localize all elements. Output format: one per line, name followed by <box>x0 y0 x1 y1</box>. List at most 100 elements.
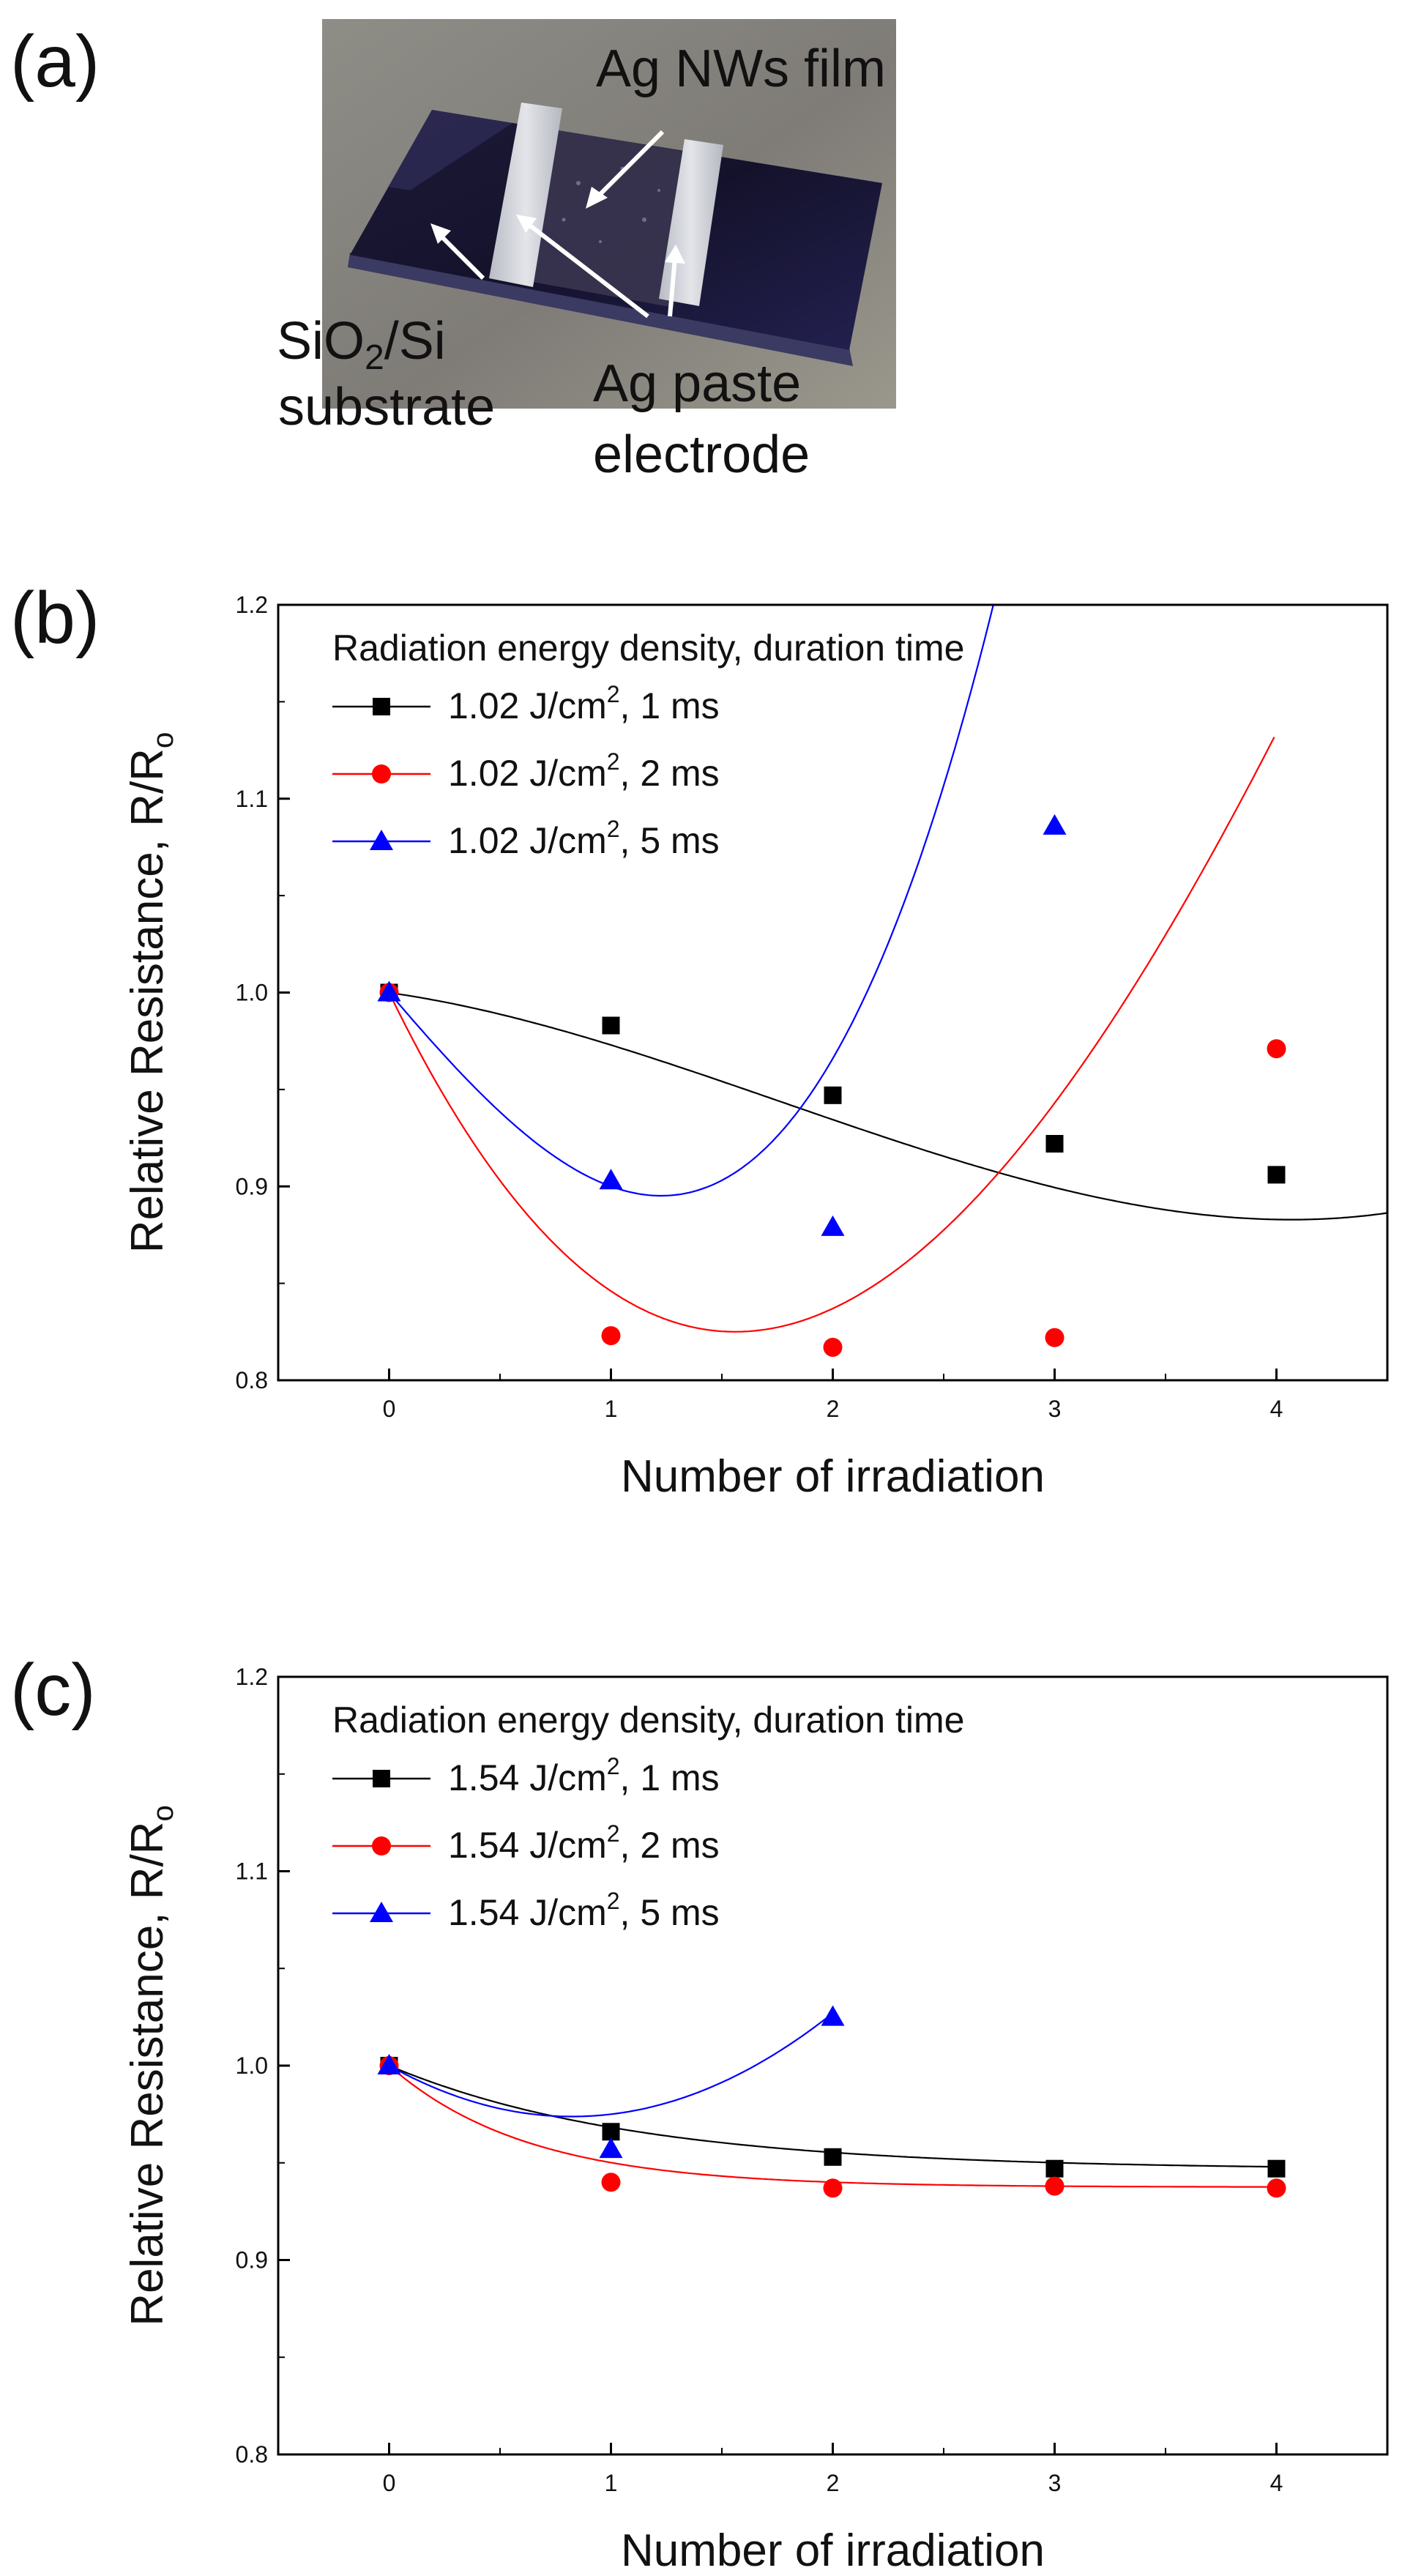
x-axis-label: Number of irradiation <box>621 1451 1045 1502</box>
label-electrode-line1: Ag paste <box>593 354 801 413</box>
data-point-3-2 <box>599 1169 623 1190</box>
data-point-1-4 <box>1045 2159 1064 2178</box>
data-point-2-5 <box>1267 2178 1286 2198</box>
x-tick-label: 4 <box>1270 2470 1283 2496</box>
legend-label-3: 1.02 J/cm2, 5 ms <box>448 816 720 861</box>
series-3-markers <box>377 814 1067 1236</box>
legend-label-post: , 5 ms <box>620 820 720 861</box>
legend-label-sup: 2 <box>607 1888 620 1914</box>
x-tick-label: 1 <box>605 1396 618 1422</box>
fit-curve-2 <box>388 737 1275 1333</box>
fit-curves <box>388 605 1387 1333</box>
data-point-1-4 <box>1045 1135 1064 1153</box>
series-1-markers <box>380 2057 1286 2178</box>
y-tick-label: 1.0 <box>236 2052 268 2079</box>
data-point-1-2 <box>602 1016 620 1035</box>
legend-marker-2 <box>372 764 391 783</box>
legend-label-2: 1.02 J/cm2, 2 ms <box>448 748 720 794</box>
y-tick-label: 0.8 <box>236 2441 268 2468</box>
plot-frame <box>277 603 1389 1382</box>
x-tick-label: 3 <box>1048 2470 1062 2496</box>
data-point-2-3 <box>823 2178 843 2198</box>
series-1-markers <box>380 983 1286 1184</box>
data-point-2-2 <box>601 2173 621 2192</box>
electrode-left <box>489 103 562 287</box>
x-tick-label: 3 <box>1048 1396 1062 1422</box>
x-tick-label: 2 <box>827 2470 840 2496</box>
data-point-2-4 <box>1045 1328 1064 1347</box>
data-point-1-3 <box>824 1086 842 1104</box>
label-film: Ag NWs film <box>596 40 886 98</box>
photo-arrows <box>430 130 685 319</box>
legend-title: Radiation energy density, duration time <box>332 628 964 669</box>
legend-label-sup: 2 <box>607 681 620 707</box>
legend-title: Radiation energy density, duration time <box>332 1700 964 1741</box>
chart-c: 0.8 0.9 1.0 1.1 1.2 0 1 2 3 4 Number of irradiatio… <box>122 1664 1389 2576</box>
fit-curve-3 <box>388 605 994 1197</box>
y-tick-label: 1.2 <box>236 592 268 618</box>
legend-label-post: , 1 ms <box>620 685 720 726</box>
fit-curve-3 <box>388 2013 832 2118</box>
fit-curve-1 <box>389 991 1387 1221</box>
panel-b-label: (b) <box>10 577 100 659</box>
data-point-3-3 <box>821 1215 845 1236</box>
x-tick-label: 0 <box>383 2470 396 2496</box>
plot-frame <box>277 1675 1389 2456</box>
data-point-1-5 <box>1267 2159 1286 2178</box>
y-axis-label-main: Relative Resistance, R/R <box>122 748 173 1253</box>
legend-label-sup: 2 <box>607 816 620 842</box>
label-substrate-sub: 2 <box>365 338 384 377</box>
device-photo <box>322 19 896 409</box>
legend-label-2: 1.54 J/cm2, 2 ms <box>448 1820 720 1866</box>
legend-label-pre: 1.54 J/cm <box>448 1892 607 1933</box>
legend: Radiation energy density, duration time 1… <box>332 1700 964 1933</box>
legend-label-post: , 5 ms <box>620 1892 720 1933</box>
data-point-3-4 <box>1043 814 1067 835</box>
label-electrode-line2: electrode <box>593 425 810 484</box>
y-tick-label: 0.9 <box>236 1173 268 1199</box>
fit-curve-2 <box>388 2065 1275 2188</box>
y-tick-label: 1.0 <box>236 980 268 1006</box>
legend-label-post: , 1 ms <box>620 1757 720 1798</box>
y-tick-label: 0.9 <box>236 2247 268 2274</box>
y-tick-label: 1.1 <box>236 786 268 812</box>
data-point-3-3 <box>821 2005 845 2026</box>
legend-label-pre: 1.54 J/cm <box>448 1825 607 1866</box>
legend-marker-2 <box>372 1836 391 1855</box>
substrate-edge <box>348 253 853 366</box>
legend-label-pre: 1.54 J/cm <box>448 1757 607 1798</box>
legend-marker-3 <box>370 830 393 850</box>
legend-label-sup: 2 <box>607 1753 620 1779</box>
data-point-3-1 <box>377 2054 401 2074</box>
nanowire-film <box>512 128 699 308</box>
panel-a-label: (a) <box>10 21 100 103</box>
legend-label-sup: 2 <box>607 748 620 775</box>
chart-b: 0.8 0.9 1.0 1.1 1.2 0 1 2 3 4 Number of irradiatio… <box>122 592 1389 1502</box>
label-substrate-rest: /Si <box>384 312 446 371</box>
data-point-2-4 <box>1045 2176 1064 2196</box>
panel-c-label: (c) <box>10 1649 96 1731</box>
y-axis-label: Relative Resistance, R/Ro <box>122 1805 179 2326</box>
y-tick-label: 0.8 <box>236 1367 268 1393</box>
y-axis-label-sub: o <box>147 732 179 748</box>
legend-label-1: 1.54 J/cm2, 1 ms <box>448 1753 720 1798</box>
legend-label-post: , 2 ms <box>620 1825 720 1866</box>
label-substrate-line2: substrate <box>278 378 495 436</box>
legend-label-1: 1.02 J/cm2, 1 ms <box>448 681 720 726</box>
y-tick-label: 1.1 <box>236 1858 268 1885</box>
legend-label-pre: 1.02 J/cm <box>448 753 607 794</box>
y-axis-label-main: Relative Resistance, R/R <box>122 1822 173 2326</box>
x-tick-label: 1 <box>605 2470 618 2496</box>
label-substrate-main: SiO <box>277 312 365 371</box>
label-substrate-line1: SiO2/Si <box>277 312 446 377</box>
y-tick-label: 1.2 <box>236 1664 268 1690</box>
substrate-sheen <box>388 110 512 190</box>
y-axis-label-sub: o <box>147 1805 179 1821</box>
legend-label-post: , 2 ms <box>620 753 720 794</box>
data-point-2-3 <box>823 1337 843 1357</box>
data-point-2-2 <box>601 1326 621 1346</box>
x-tick-label: 4 <box>1270 1396 1283 1422</box>
y-axis-label: Relative Resistance, R/Ro <box>122 732 179 1253</box>
legend-label-pre: 1.02 J/cm <box>448 820 607 861</box>
